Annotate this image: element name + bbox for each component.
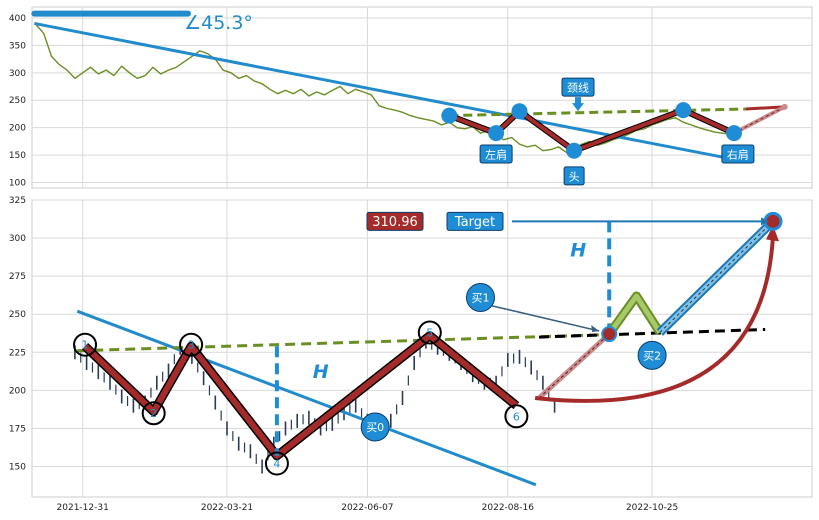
top-pattern-label: 头 — [569, 170, 580, 183]
bottom-y-tick-label: 225 — [9, 348, 26, 358]
buy1-arrow — [490, 304, 600, 332]
pivot-label: 2 — [150, 407, 157, 420]
top-y-tick-label: 150 — [9, 151, 26, 161]
pivot-label: 6 — [513, 410, 520, 423]
top-y-tick-label: 100 — [9, 179, 26, 189]
top-pattern-label: 左肩 — [485, 147, 507, 161]
zigzag-path — [82, 332, 519, 459]
target-arrowhead — [761, 217, 769, 226]
top-pivot-point — [488, 125, 505, 142]
pivot-label: 4 — [273, 457, 280, 470]
buy-point-circle — [466, 282, 495, 312]
buy-point-circle — [637, 340, 667, 370]
x-tick-label: 2022-06-07 — [341, 503, 393, 513]
buy1-arrowhead — [591, 325, 600, 333]
top-y-tick-label: 350 — [9, 41, 26, 51]
pivot-label: 3 — [188, 339, 195, 352]
buy-point-label: 买1 — [472, 291, 490, 304]
top-y-tick-label: 300 — [9, 69, 26, 79]
top-neckline-extension — [745, 105, 785, 111]
top-pivot-point — [441, 107, 458, 124]
bottom-y-tick-label: 175 — [9, 424, 26, 434]
pivot-label: 1 — [82, 339, 89, 352]
top-projection-end — [781, 103, 788, 110]
top-pattern-label-box — [561, 77, 595, 97]
top-pattern-path — [448, 108, 735, 153]
top-pattern-label-box — [479, 144, 513, 164]
projection-blue-dash — [659, 220, 774, 333]
bottom-y-tick-label: 200 — [9, 386, 26, 396]
top-neckline — [449, 107, 746, 118]
angle-label: ∠45.3° — [184, 12, 253, 34]
top-pivot-point — [726, 125, 742, 142]
buy-point-circle — [360, 412, 390, 442]
pivot-circle — [179, 332, 204, 357]
neckline-pointer-arrow — [572, 97, 584, 112]
h-label-left: H — [313, 361, 329, 383]
top-pivot-point — [566, 142, 583, 159]
pivot-circle — [73, 332, 98, 357]
bottom-y-tick-label: 150 — [9, 463, 26, 473]
pivot-circle — [504, 404, 529, 429]
pivot-circle — [141, 401, 166, 426]
x-tick-label: 2022-03-21 — [201, 503, 253, 513]
bottom-y-tick-label: 275 — [9, 272, 26, 282]
top-pivot-point — [675, 102, 692, 119]
bottom-trend-line — [76, 309, 537, 487]
bottom-y-tick-label: 250 — [9, 310, 26, 320]
projection-green-inner — [607, 293, 663, 336]
breakout-point — [601, 326, 618, 343]
pivot-circle — [417, 320, 442, 345]
x-tick-label: 2022-08-16 — [482, 503, 535, 513]
projection-red-dotted-dash — [538, 333, 610, 399]
top-pivot-point — [511, 103, 528, 120]
top-y-tick-label: 400 — [9, 14, 26, 24]
bottom-y-tick-label: 300 — [9, 234, 26, 244]
target-label: Target — [454, 215, 495, 230]
target-value: 310.96 — [372, 215, 418, 230]
target-label-box — [446, 211, 504, 231]
buy-point-label: 买0 — [366, 421, 384, 434]
pivot-label: 5 — [426, 327, 433, 340]
pivot-circle — [264, 451, 289, 476]
top-y-tick-label: 250 — [9, 96, 26, 106]
buy-point-label: 买2 — [643, 349, 661, 362]
top-pattern-label-box — [563, 166, 585, 186]
top-y-tick-label: 200 — [9, 124, 26, 134]
projection-curve-arrow — [534, 235, 775, 403]
top-pattern-label: 颈线 — [567, 81, 589, 95]
bottom-y-tick-label: 325 — [9, 196, 26, 206]
top-pattern-label-box — [721, 144, 755, 164]
top-pattern-label: 右肩 — [727, 147, 749, 161]
projection-curve-arrowhead — [766, 225, 779, 242]
target-value-box — [366, 211, 424, 231]
top-price-line — [34, 23, 731, 154]
x-tick-label: 2022-10-25 — [626, 503, 678, 513]
bottom-neckline-extension — [538, 327, 766, 339]
bottom-neckline — [77, 333, 602, 353]
top-projection-tail — [733, 105, 786, 135]
x-tick-label: 2021-12-31 — [57, 503, 109, 513]
h-label-right: H — [570, 239, 586, 261]
